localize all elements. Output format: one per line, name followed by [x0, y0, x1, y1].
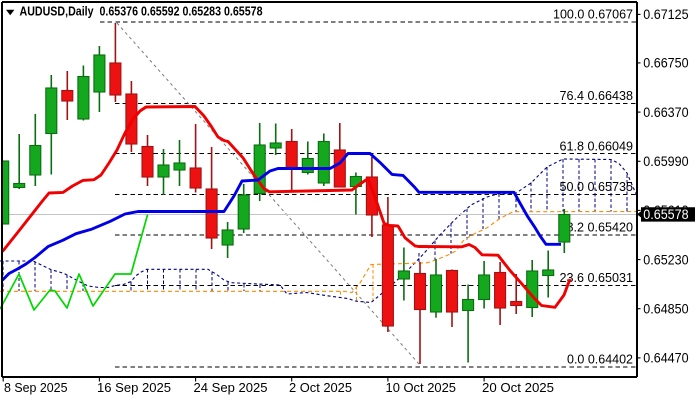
svg-text:0.66750: 0.66750: [643, 56, 688, 71]
svg-text:0.65230: 0.65230: [643, 252, 688, 267]
svg-text:61.8 0.66049: 61.8 0.66049: [560, 138, 634, 153]
svg-text:0.64470: 0.64470: [643, 351, 688, 366]
svg-text:0.64850: 0.64850: [643, 301, 688, 316]
svg-text:100.0 0.67067: 100.0 0.67067: [553, 7, 633, 22]
svg-text:24 Sep 2025: 24 Sep 2025: [194, 380, 268, 395]
svg-text:0.65578: 0.65578: [643, 207, 688, 222]
svg-text:AUDUSD,Daily 0.65376 0.65592: AUDUSD,Daily 0.65376 0.65592 0.65283 0.6…: [20, 4, 263, 19]
svg-text:2 Oct 2025: 2 Oct 2025: [289, 380, 352, 395]
svg-text:0.67125: 0.67125: [643, 7, 688, 22]
svg-text:50.0 0.65735: 50.0 0.65735: [560, 179, 634, 194]
svg-text:0.0 0.64402: 0.0 0.64402: [567, 352, 633, 367]
svg-text:76.4 0.66438: 76.4 0.66438: [560, 88, 634, 103]
svg-text:38.2 0.65420: 38.2 0.65420: [560, 220, 634, 235]
svg-text:23.6 0.65031: 23.6 0.65031: [560, 270, 634, 285]
svg-text:10 Oct 2025: 10 Oct 2025: [386, 380, 457, 395]
svg-text:0.66370: 0.66370: [643, 105, 688, 120]
svg-text:16 Sep 2025: 16 Sep 2025: [97, 380, 171, 395]
svg-text:8 Sep 2025: 8 Sep 2025: [4, 380, 68, 395]
svg-text:20 Oct 2025: 20 Oct 2025: [482, 380, 554, 395]
svg-text:0.65990: 0.65990: [643, 154, 688, 169]
